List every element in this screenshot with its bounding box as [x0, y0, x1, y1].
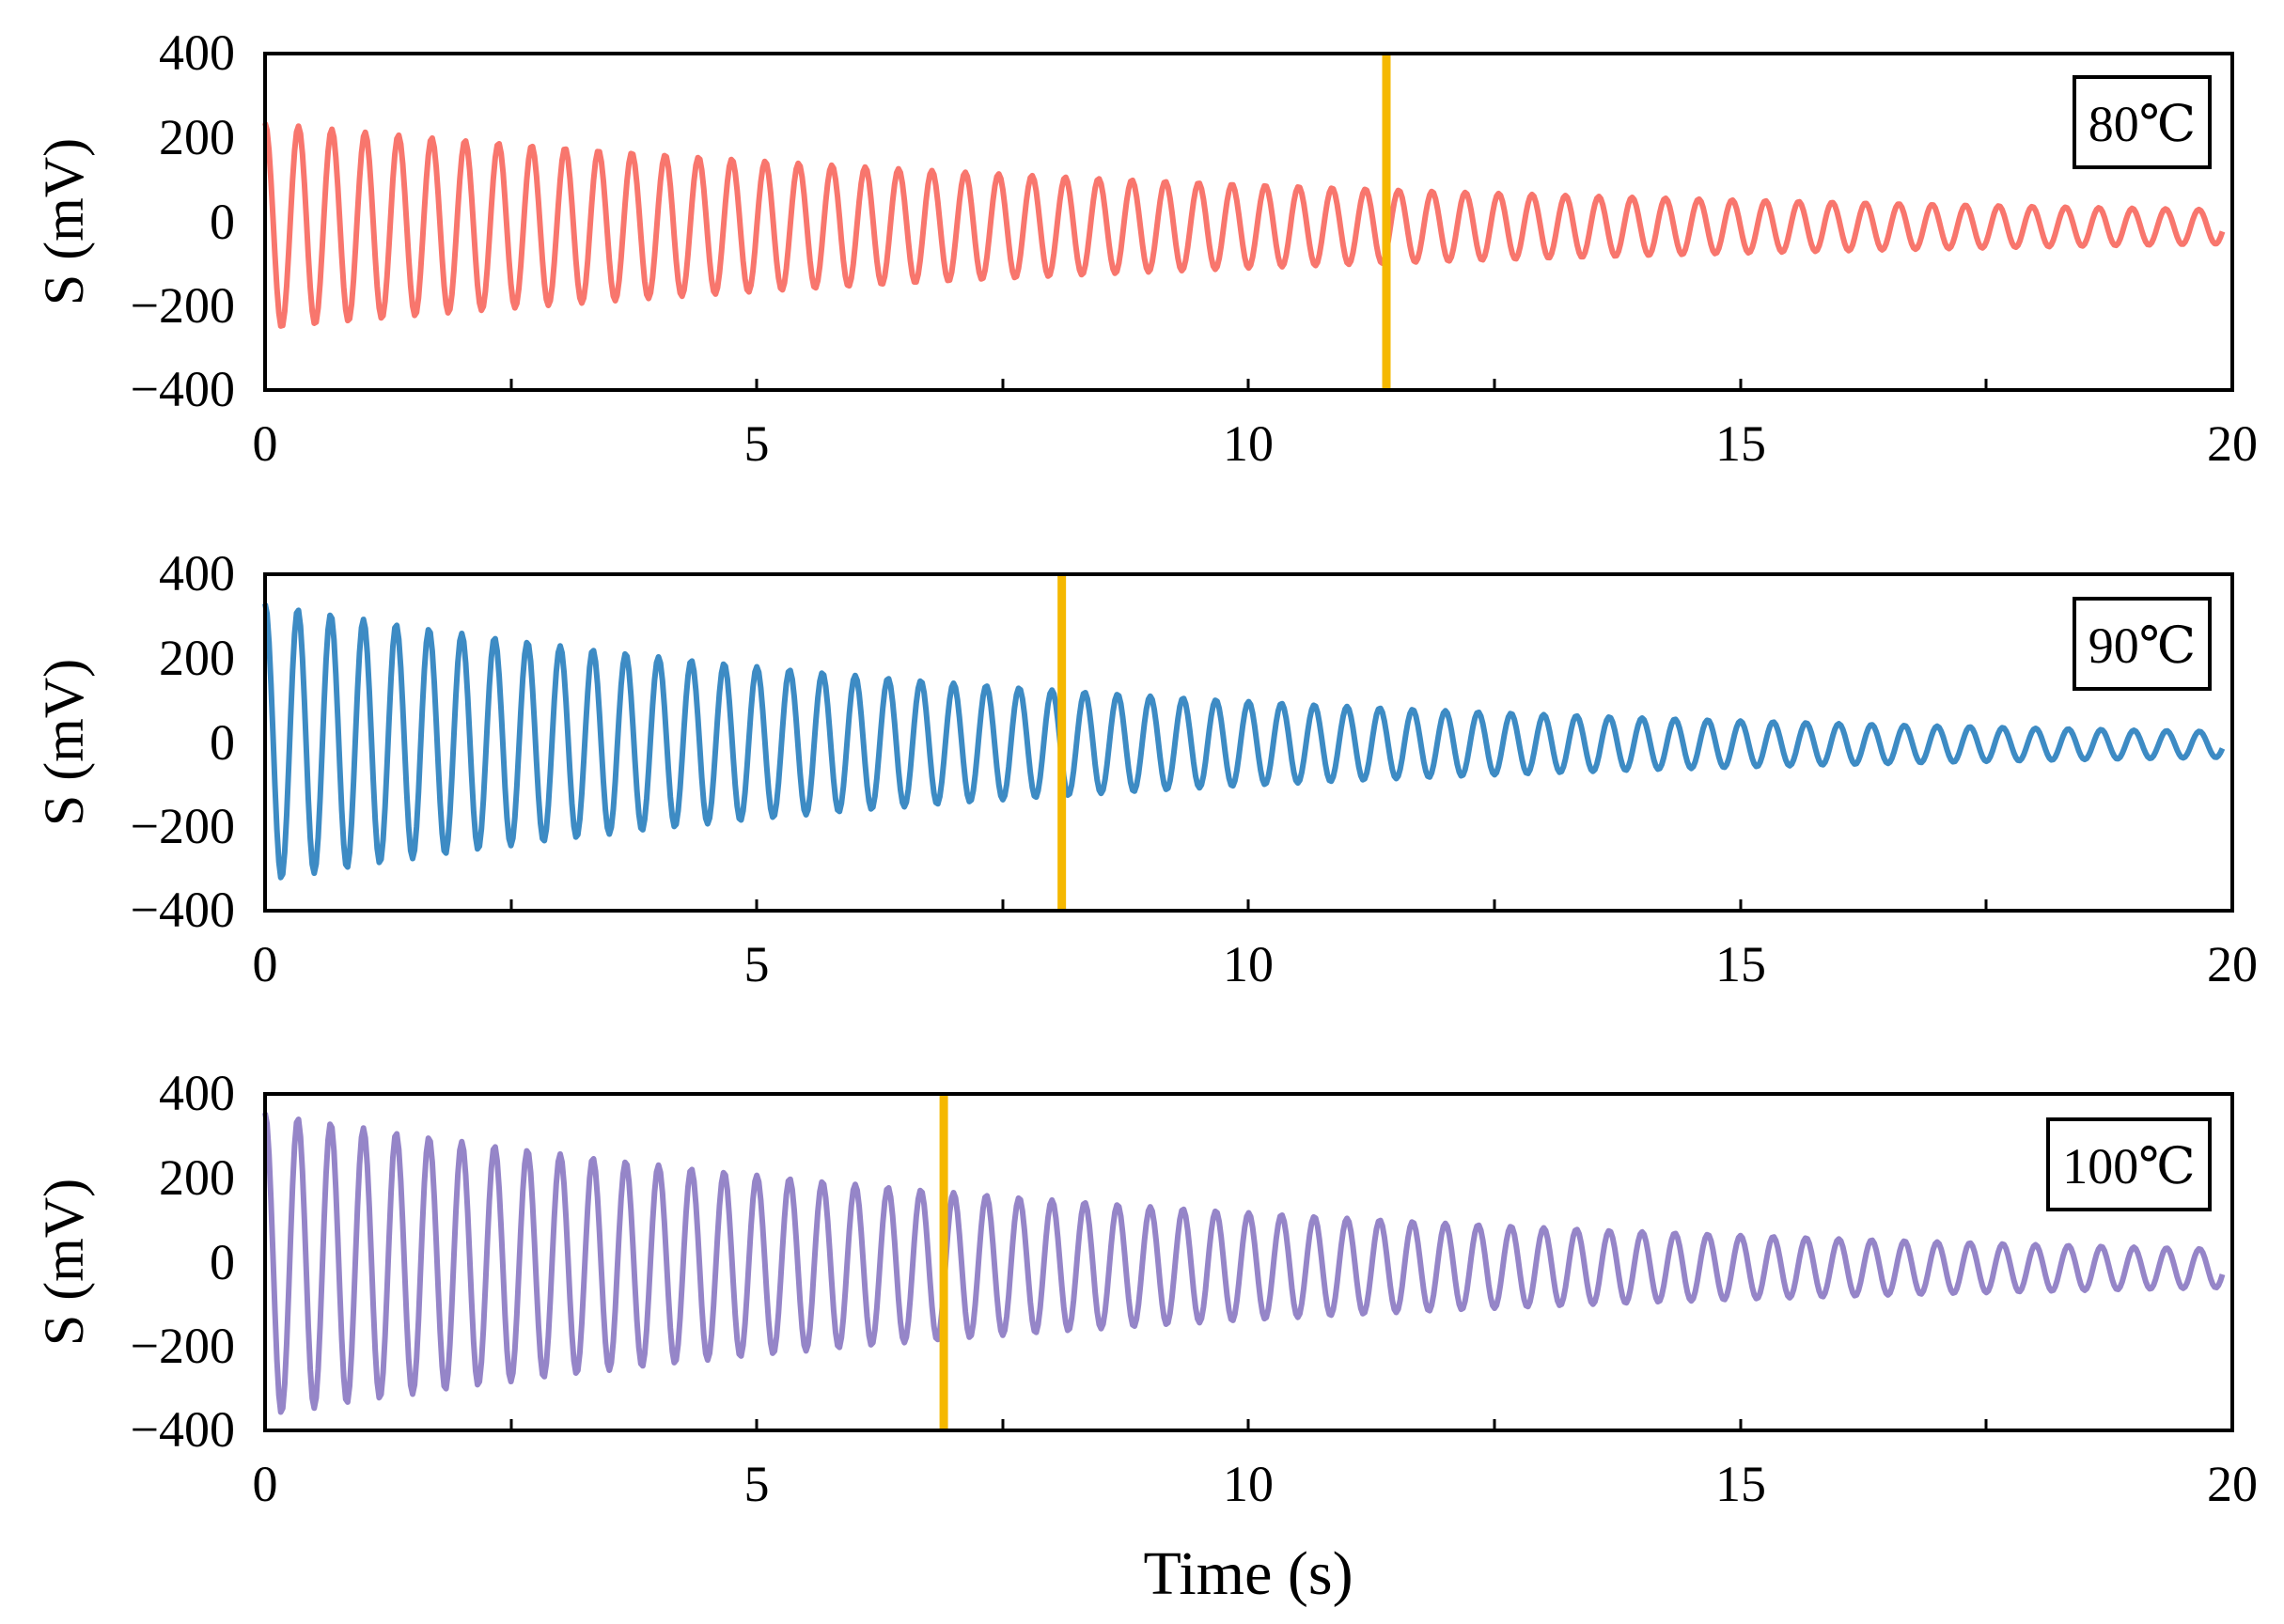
- x-tick-label: 15: [1715, 1456, 1766, 1512]
- x-tick-label: 15: [1715, 936, 1766, 992]
- x-tick-label: 5: [744, 415, 770, 472]
- plot-frame-100c: [263, 1092, 2234, 1432]
- y-tick-label: −200: [131, 1318, 235, 1374]
- y-axis-label: S (mV): [33, 138, 95, 305]
- panel-80c: 400 200 0 −200 −400 0 5 10 15 20 S (mV) …: [33, 24, 2258, 472]
- x-tick-label: 10: [1223, 415, 1274, 472]
- y-axis-label: S (mV): [33, 1179, 95, 1346]
- legend-label-90c: 90℃: [2088, 617, 2196, 674]
- y-tick-label: 0: [210, 194, 235, 250]
- y-tick-label: 200: [159, 630, 235, 686]
- x-ticks-100c: [509, 1419, 1988, 1430]
- y-tick-label: −200: [131, 277, 235, 334]
- signal-line-80c: [262, 122, 2226, 329]
- x-tick-label: 0: [253, 1456, 278, 1512]
- x-tick-label: 20: [2207, 415, 2258, 472]
- y-tick-label: 0: [210, 1234, 235, 1290]
- signal-line-90c: [262, 602, 2226, 881]
- x-tick-label: 10: [1223, 1456, 1274, 1512]
- y-tick-label: −400: [131, 882, 235, 938]
- x-tick-label: 10: [1223, 936, 1274, 992]
- legend-label-100c: 100℃: [2062, 1138, 2195, 1195]
- panel-90c: 400 200 0 −200 −400 0 5 10 15 20 S (mV) …: [33, 545, 2258, 992]
- x-tick-label: 20: [2207, 936, 2258, 992]
- legend-box-80c: [2073, 75, 2212, 169]
- x-tick-label: 0: [253, 415, 278, 472]
- x-axis-label: Time (s): [1143, 1539, 1353, 1608]
- y-tick-label: −400: [131, 1401, 235, 1458]
- x-tick-label: 5: [744, 936, 770, 992]
- y-axis-label: S (mV): [33, 659, 95, 826]
- x-tick-label: 15: [1715, 415, 1766, 472]
- y-tick-label: 200: [159, 109, 235, 165]
- y-tick-label: −200: [131, 798, 235, 854]
- y-tick-label: 400: [159, 1065, 235, 1121]
- panel-100c: 400 200 0 −200 −400 0 5 10 15 20 S (mV) …: [33, 1065, 2258, 1608]
- y-tick-label: 400: [159, 545, 235, 601]
- x-tick-label: 5: [744, 1456, 770, 1512]
- x-tick-label: 20: [2207, 1456, 2258, 1512]
- legend-box-90c: [2073, 597, 2212, 691]
- legend-box-100c: [2046, 1117, 2212, 1211]
- x-ticks-90c: [509, 899, 1988, 911]
- y-tick-label: −400: [131, 361, 235, 417]
- y-tick-label: 400: [159, 24, 235, 81]
- y-tick-label: 0: [210, 714, 235, 771]
- legend-label-80c: 80℃: [2088, 96, 2196, 152]
- y-tick-label: 200: [159, 1149, 235, 1206]
- plot-frame-90c: [263, 572, 2234, 913]
- x-tick-label: 0: [253, 936, 278, 992]
- x-ticks-80c: [509, 379, 1988, 390]
- signal-line-100c: [262, 1112, 2226, 1415]
